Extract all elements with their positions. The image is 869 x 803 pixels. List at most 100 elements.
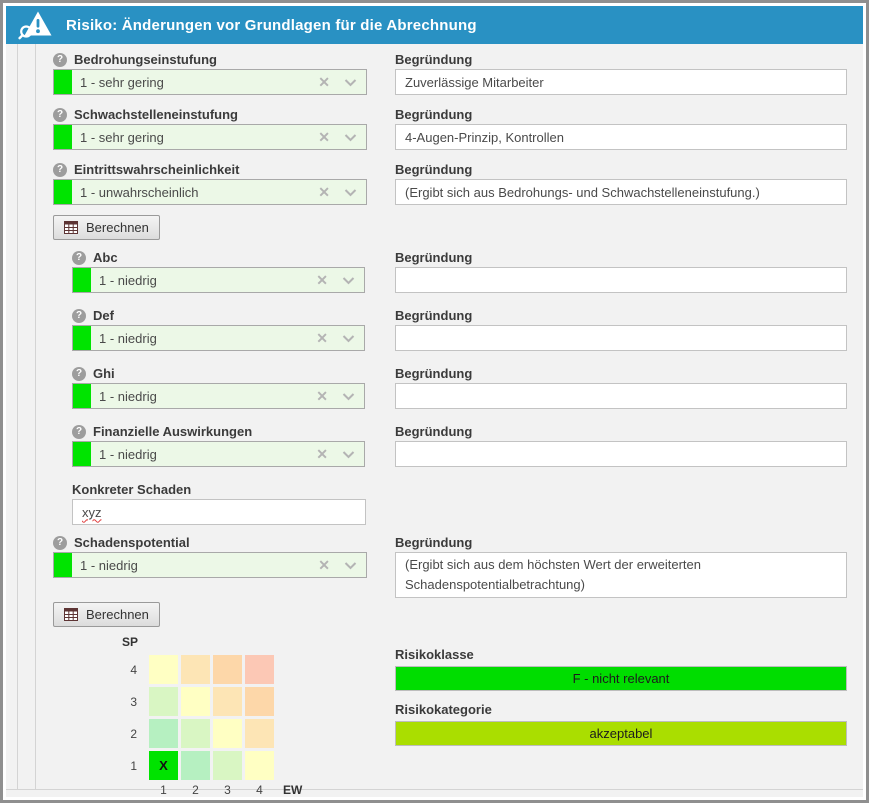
matrix-cell[interactable]	[213, 655, 242, 684]
clear-selection-icon[interactable]: ✕	[318, 184, 330, 200]
clear-selection-icon[interactable]: ✕	[316, 388, 328, 404]
risikokategorie-label: Risikokategorie	[395, 702, 492, 717]
help-icon[interactable]: ?	[53, 52, 67, 67]
clear-selection-icon[interactable]: ✕	[318, 129, 330, 145]
rating-select[interactable]: 1 - niedrig ✕	[72, 383, 365, 409]
schadenspotential-select[interactable]: 1 - niedrig ✕	[53, 552, 367, 578]
help-icon[interactable]: ?	[72, 250, 86, 265]
matrix-cell[interactable]	[245, 719, 274, 748]
matrix-cell-marker[interactable]: X	[149, 751, 178, 780]
clear-selection-icon[interactable]: ✕	[318, 557, 330, 573]
matrix-cell[interactable]	[181, 719, 210, 748]
berechnen-button[interactable]: Berechnen	[53, 602, 160, 627]
rating-select[interactable]: 1 - niedrig ✕	[72, 325, 365, 351]
help-icon[interactable]: ?	[72, 366, 86, 381]
chevron-down-icon[interactable]	[342, 392, 355, 401]
rating-color-square	[54, 553, 72, 577]
begruendung-input[interactable]: 4-Augen-Prinzip, Kontrollen	[395, 124, 847, 150]
chevron-down-icon[interactable]	[344, 561, 357, 570]
rating-select[interactable]: 1 - sehr gering ✕	[53, 124, 367, 150]
rating-select[interactable]: 1 - niedrig ✕	[72, 267, 365, 293]
berechnen-button-label: Berechnen	[86, 607, 149, 622]
matrix-cell[interactable]	[149, 655, 178, 684]
matrix-row-label: 3	[130, 694, 137, 709]
clear-selection-icon[interactable]: ✕	[316, 272, 328, 288]
field-label: Schwachstelleneinstufung	[74, 107, 238, 122]
rating-color-square	[73, 268, 91, 292]
chevron-down-icon[interactable]	[342, 276, 355, 285]
rating-color-square	[54, 70, 72, 94]
risikokategorie-value-bar: akzeptabel	[395, 721, 847, 746]
begruendung-label: Begründung	[395, 424, 473, 439]
schadenspotential-begruendung-textarea[interactable]: (Ergibt sich aus dem höchsten Wert der e…	[395, 552, 847, 598]
rating-select-value: 1 - niedrig	[99, 388, 157, 404]
clear-selection-icon[interactable]: ✕	[318, 74, 330, 90]
chevron-down-icon[interactable]	[344, 78, 357, 87]
matrix-cell[interactable]	[181, 751, 210, 780]
chevron-down-icon[interactable]	[344, 133, 357, 142]
konkreter-schaden-input[interactable]: xyz	[72, 499, 366, 525]
schadenspotential-value: 1 - niedrig	[80, 557, 138, 573]
berechnen-button[interactable]: Berechnen	[53, 215, 160, 240]
matrix-cell[interactable]	[149, 687, 178, 716]
begruendung-input[interactable]	[395, 267, 847, 293]
field-row-schwachstelleneinstufung: ? Schwachstelleneinstufung 1 - sehr geri…	[53, 105, 847, 150]
begruendung-input[interactable]: (Ergibt sich aus Bedrohungs- und Schwach…	[395, 179, 847, 205]
risikoklasse-value-bar: F - nicht relevant	[395, 666, 847, 691]
begruendung-input[interactable]	[395, 441, 847, 467]
konkreter-schaden-label: Konkreter Schaden	[72, 482, 192, 497]
help-icon[interactable]: ?	[72, 308, 86, 323]
begruendung-label: Begründung	[395, 308, 473, 323]
rating-select[interactable]: 1 - unwahrscheinlich ✕	[53, 179, 367, 205]
sp-axis-label: SP	[122, 635, 139, 649]
help-icon[interactable]: ?	[53, 535, 67, 550]
clear-selection-icon[interactable]: ✕	[316, 330, 328, 346]
matrix-cell[interactable]	[213, 751, 242, 780]
field-row-abc: ? Abc 1 - niedrig ✕ Begründung	[53, 248, 847, 293]
begruendung-label: Begründung	[395, 107, 473, 122]
clear-selection-icon[interactable]: ✕	[316, 446, 328, 462]
berechnen-button-label: Berechnen	[86, 220, 149, 235]
matrix-cell[interactable]	[149, 719, 178, 748]
matrix-col-label: 3	[224, 783, 231, 797]
rating-select-value: 1 - niedrig	[99, 330, 157, 346]
help-icon[interactable]: ?	[53, 107, 67, 122]
matrix-row-label: 4	[130, 662, 137, 677]
matrix-cell[interactable]	[213, 719, 242, 748]
matrix-cell[interactable]	[245, 687, 274, 716]
field-label: Abc	[93, 250, 118, 265]
matrix-cell[interactable]	[245, 655, 274, 684]
field-row-bedrohungseinstufung: ? Bedrohungseinstufung 1 - sehr gering ✕…	[53, 50, 847, 95]
results-panel: Risikoklasse F - nicht relevant Risikoka…	[395, 633, 847, 797]
field-row-eintrittswahrscheinlichkeit: ? Eintrittswahrscheinlichkeit 1 - unwahr…	[53, 160, 847, 205]
matrix-cell[interactable]	[245, 751, 274, 780]
field-row-def: ? Def 1 - niedrig ✕ Begründung	[53, 306, 847, 351]
matrix-col-label: 2	[192, 783, 199, 797]
chevron-down-icon[interactable]	[342, 334, 355, 343]
rating-color-square	[54, 180, 72, 204]
chevron-down-icon[interactable]	[344, 188, 357, 197]
help-icon[interactable]: ?	[53, 162, 67, 177]
begruendung-label: Begründung	[395, 162, 473, 177]
rating-select-value: 1 - niedrig	[99, 446, 157, 462]
matrix-cell[interactable]	[181, 687, 210, 716]
risk-warning-magnifier-icon	[18, 10, 54, 40]
rating-select[interactable]: 1 - niedrig ✕	[72, 441, 365, 467]
rating-color-square	[54, 125, 72, 149]
rating-color-square	[73, 384, 91, 408]
ew-axis-label: EW	[283, 783, 303, 797]
help-icon[interactable]: ?	[72, 424, 86, 439]
konkreter-schaden-value: xyz	[82, 504, 102, 520]
begruendung-input[interactable]	[395, 325, 847, 351]
chevron-down-icon[interactable]	[342, 450, 355, 459]
begruendung-input[interactable]: Zuverlässige Mitarbeiter	[395, 69, 847, 95]
matrix-cell[interactable]	[181, 655, 210, 684]
field-label: Def	[93, 308, 114, 323]
matrix-cell[interactable]	[213, 687, 242, 716]
rating-select-value: 1 - sehr gering	[80, 129, 164, 145]
rating-select[interactable]: 1 - sehr gering ✕	[53, 69, 367, 95]
field-label: Eintrittswahrscheinlichkeit	[74, 162, 240, 177]
dialog-title: Risiko: Änderungen vor Grundlagen für di…	[66, 16, 477, 34]
begruendung-input[interactable]	[395, 383, 847, 409]
